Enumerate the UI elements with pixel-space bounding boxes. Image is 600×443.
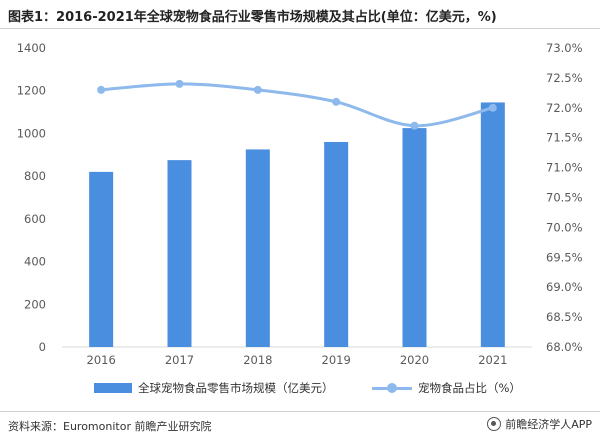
x-tick-label: 2018	[243, 353, 272, 367]
y-right-tick-label: 71.0%	[546, 161, 583, 175]
share-point-2018	[253, 85, 262, 94]
y-left-tick-label: 600	[24, 212, 46, 226]
legend-swatch-bar	[94, 383, 132, 393]
brand-label: 前瞻经济学人APP	[487, 416, 592, 432]
bar-2020	[402, 128, 427, 347]
y-right-tick-label: 70.5%	[546, 191, 583, 205]
y-right-tick-label: 69.5%	[546, 250, 583, 264]
bar-2017	[167, 160, 192, 347]
legend-label-line: 宠物食品占比（%）	[418, 381, 521, 395]
x-tick-label: 2020	[400, 353, 429, 367]
footer-divider	[0, 411, 600, 412]
y-right-tick-label: 68.5%	[546, 310, 583, 324]
y-left-tick-label: 1200	[17, 84, 46, 98]
share-line	[101, 82, 494, 128]
y-left-tick-label: 800	[24, 169, 46, 183]
y-right-tick-label: 70.0%	[546, 220, 583, 234]
legend-item-line[interactable]: 宠物食品占比（%）	[372, 380, 521, 396]
legend-label-bar: 全球宠物食品零售市场规模（亿美元）	[138, 381, 334, 395]
y-left-tick-label: 0	[39, 340, 46, 354]
share-point-2017	[175, 79, 184, 88]
share-point-2021	[488, 103, 497, 112]
x-tick-label: 2021	[478, 353, 507, 367]
y-right-tick-label: 68.0%	[546, 340, 583, 354]
y-left-tick-label: 400	[24, 255, 46, 269]
y-right-tick-label: 73.0%	[546, 41, 583, 55]
source-note: 资料来源：Euromonitor 前瞻产业研究院	[8, 420, 212, 433]
y-right-tick-label: 72.5%	[546, 71, 583, 85]
y-right-tick-label: 71.5%	[546, 131, 583, 145]
legend-swatch-line	[372, 383, 412, 393]
brand-text: 前瞻经济学人APP	[505, 418, 592, 431]
y-left-tick-label: 1400	[17, 41, 46, 55]
bar-2018	[245, 149, 270, 347]
legend-item-bar[interactable]: 全球宠物食品零售市场规模（亿美元）	[94, 380, 334, 396]
bar-2016	[89, 171, 114, 347]
x-tick-label: 2017	[165, 353, 194, 367]
bar-2019	[324, 141, 349, 347]
share-point-2019	[332, 97, 341, 106]
x-tick-label: 2019	[322, 353, 351, 367]
y-right-tick-label: 69.0%	[546, 280, 583, 294]
y-left-tick-label: 200	[24, 297, 46, 311]
chart-legend: 全球宠物食品零售市场规模（亿美元） 宠物食品占比（%）	[60, 380, 580, 400]
share-point-2016	[97, 85, 106, 94]
title-divider	[0, 28, 600, 29]
bar-2021	[480, 102, 505, 347]
x-tick-label: 2016	[87, 353, 116, 367]
share-point-2020	[410, 121, 419, 130]
y-right-tick-label: 72.0%	[546, 101, 583, 115]
chart-title: 图表1：2016-2021年全球宠物食品行业零售市场规模及其占比(单位：亿美元，…	[8, 10, 497, 25]
brand-logo-icon	[487, 417, 502, 431]
y-left-tick-label: 1000	[17, 126, 46, 140]
